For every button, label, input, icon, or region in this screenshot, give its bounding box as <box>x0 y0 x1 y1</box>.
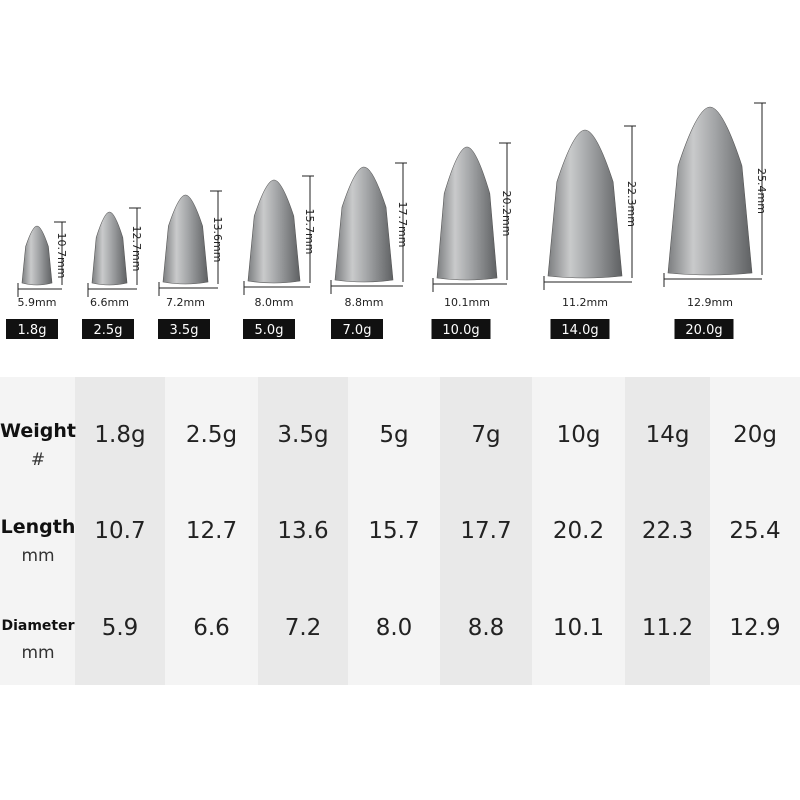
row-label: Diameter <box>1 618 74 634</box>
cell: 10.1 <box>553 615 604 641</box>
diameter-label: 6.6mm <box>90 296 129 309</box>
length-label: 13.6mm <box>211 217 224 263</box>
diameter-label: 8.8mm <box>345 296 384 309</box>
cell: 10g <box>557 422 601 448</box>
weight-label: 2.5g <box>94 323 123 338</box>
cell: 8.0 <box>376 615 413 641</box>
weight-label: 20.0g <box>685 323 722 338</box>
sinker <box>334 166 394 283</box>
length-label: 17.7mm <box>396 202 409 248</box>
cell: 5.9 <box>102 615 139 641</box>
column-shade <box>440 377 532 685</box>
length-label: 12.7mm <box>130 226 143 272</box>
diameter-label: 11.2mm <box>562 296 608 309</box>
sinker <box>162 194 209 285</box>
cell: 14g <box>646 422 690 448</box>
weight-label: 7.0g <box>343 323 372 338</box>
cell: 5g <box>379 422 408 448</box>
cell: 10.7 <box>94 518 145 544</box>
length-label: 25.4mm <box>755 168 768 214</box>
row-unit: # <box>31 450 45 470</box>
cell: 22.3 <box>642 518 693 544</box>
cell: 6.6 <box>193 615 230 641</box>
cell: 12.9 <box>729 615 780 641</box>
sinker <box>547 129 623 279</box>
cell: 20g <box>733 422 777 448</box>
weight-label: 10.0g <box>442 323 479 338</box>
cell: 25.4 <box>729 518 780 544</box>
weight-label: 3.5g <box>170 323 199 338</box>
cell: 11.2 <box>642 615 693 641</box>
diameter-label: 10.1mm <box>444 296 490 309</box>
weight-badge <box>6 319 58 339</box>
cell: 17.7 <box>460 518 511 544</box>
cell: 15.7 <box>368 518 419 544</box>
length-label: 22.3mm <box>625 181 638 227</box>
length-label: 15.7mm <box>303 209 316 255</box>
diameter-label: 5.9mm <box>18 296 57 309</box>
cell: 7g <box>471 422 500 448</box>
row-unit: mm <box>21 643 54 663</box>
weight-badge <box>550 319 610 339</box>
diameter-label: 8.0mm <box>255 296 294 309</box>
cell: 1.8g <box>94 422 145 448</box>
cell: 20.2 <box>553 518 604 544</box>
row-label: Weight <box>0 420 76 442</box>
diameter-label: 7.2mm <box>166 296 205 309</box>
column-shade <box>75 377 165 685</box>
diameter-label: 12.9mm <box>687 296 733 309</box>
weight-badge <box>674 319 734 339</box>
sinker <box>91 211 128 286</box>
sinker <box>247 179 301 284</box>
column-shade <box>625 377 710 685</box>
cell: 3.5g <box>277 422 328 448</box>
cell: 12.7 <box>186 518 237 544</box>
row-unit: mm <box>21 546 54 566</box>
column-shade <box>258 377 348 685</box>
weight-badge <box>243 319 295 339</box>
weight-badge <box>431 319 491 339</box>
sinker <box>436 146 498 281</box>
length-label: 10.7mm <box>55 233 68 279</box>
weight-badge <box>331 319 383 339</box>
weight-label: 14.0g <box>561 323 598 338</box>
sinker <box>21 225 53 286</box>
weight-badge <box>158 319 210 339</box>
sinker <box>667 106 753 276</box>
cell: 8.8 <box>468 615 505 641</box>
weight-label: 1.8g <box>18 323 47 338</box>
row-label: Length <box>1 516 76 538</box>
cell: 2.5g <box>186 422 237 448</box>
length-label: 20.2mm <box>500 191 513 237</box>
weight-label: 5.0g <box>255 323 284 338</box>
cell: 7.2 <box>285 615 322 641</box>
weight-badge <box>82 319 134 339</box>
cell: 13.6 <box>277 518 328 544</box>
